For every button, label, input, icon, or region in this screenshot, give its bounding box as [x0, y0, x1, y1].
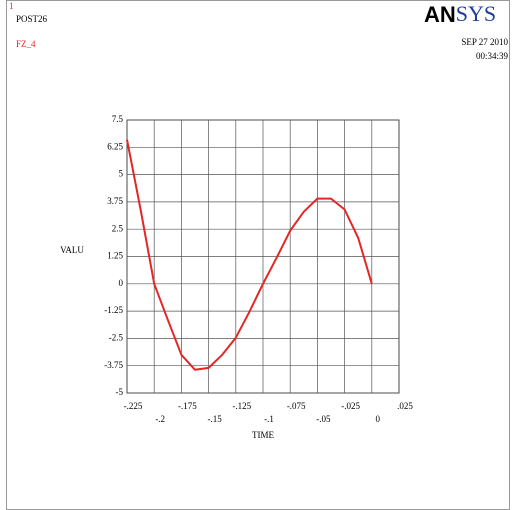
x-tick-label: -.125	[232, 401, 251, 411]
legend-entry: FZ_4	[16, 39, 36, 49]
x-tick-label: .025	[397, 401, 413, 411]
x-tick-label: -.225	[124, 401, 143, 411]
x-tick-label: -.025	[341, 401, 360, 411]
y-tick-label: -3.75	[104, 360, 123, 370]
time: 00:34:39	[476, 51, 509, 61]
y-tick-label: 3.75	[107, 196, 123, 206]
x-axis-label: TIME	[252, 430, 274, 440]
x-tick-label: -.15	[207, 414, 222, 424]
x-tick-label: 0	[376, 414, 381, 424]
x-tick-label: -.2	[155, 414, 165, 424]
data-line	[126, 139, 373, 371]
y-tick-label: -1.25	[104, 305, 123, 315]
y-tick-label: 1.25	[107, 251, 123, 261]
logo: ANSYS	[424, 1, 496, 27]
chart-title: POST26	[16, 14, 48, 24]
y-tick-label: -2.5	[109, 332, 124, 342]
y-tick-label: 7.5	[112, 114, 124, 124]
y-tick-label: -5	[116, 387, 124, 397]
y-tick-label: 5	[119, 169, 124, 179]
date: SEP 27 2010	[461, 37, 508, 47]
y-tick-label: 6.25	[107, 141, 123, 151]
logo-part: AN	[424, 2, 456, 27]
window-number: 1	[9, 1, 14, 11]
x-tick-label: -.175	[178, 401, 197, 411]
y-tick-label: 0	[119, 278, 124, 288]
window-frame	[6, 0, 510, 510]
x-tick-label: -.1	[264, 414, 274, 424]
logo-part: SYS	[456, 1, 496, 26]
y-tick-label: 2.5	[112, 223, 124, 233]
x-tick-label: -.05	[316, 414, 331, 424]
y-axis-label: VALU	[60, 245, 84, 255]
x-tick-label: -.075	[287, 401, 306, 411]
